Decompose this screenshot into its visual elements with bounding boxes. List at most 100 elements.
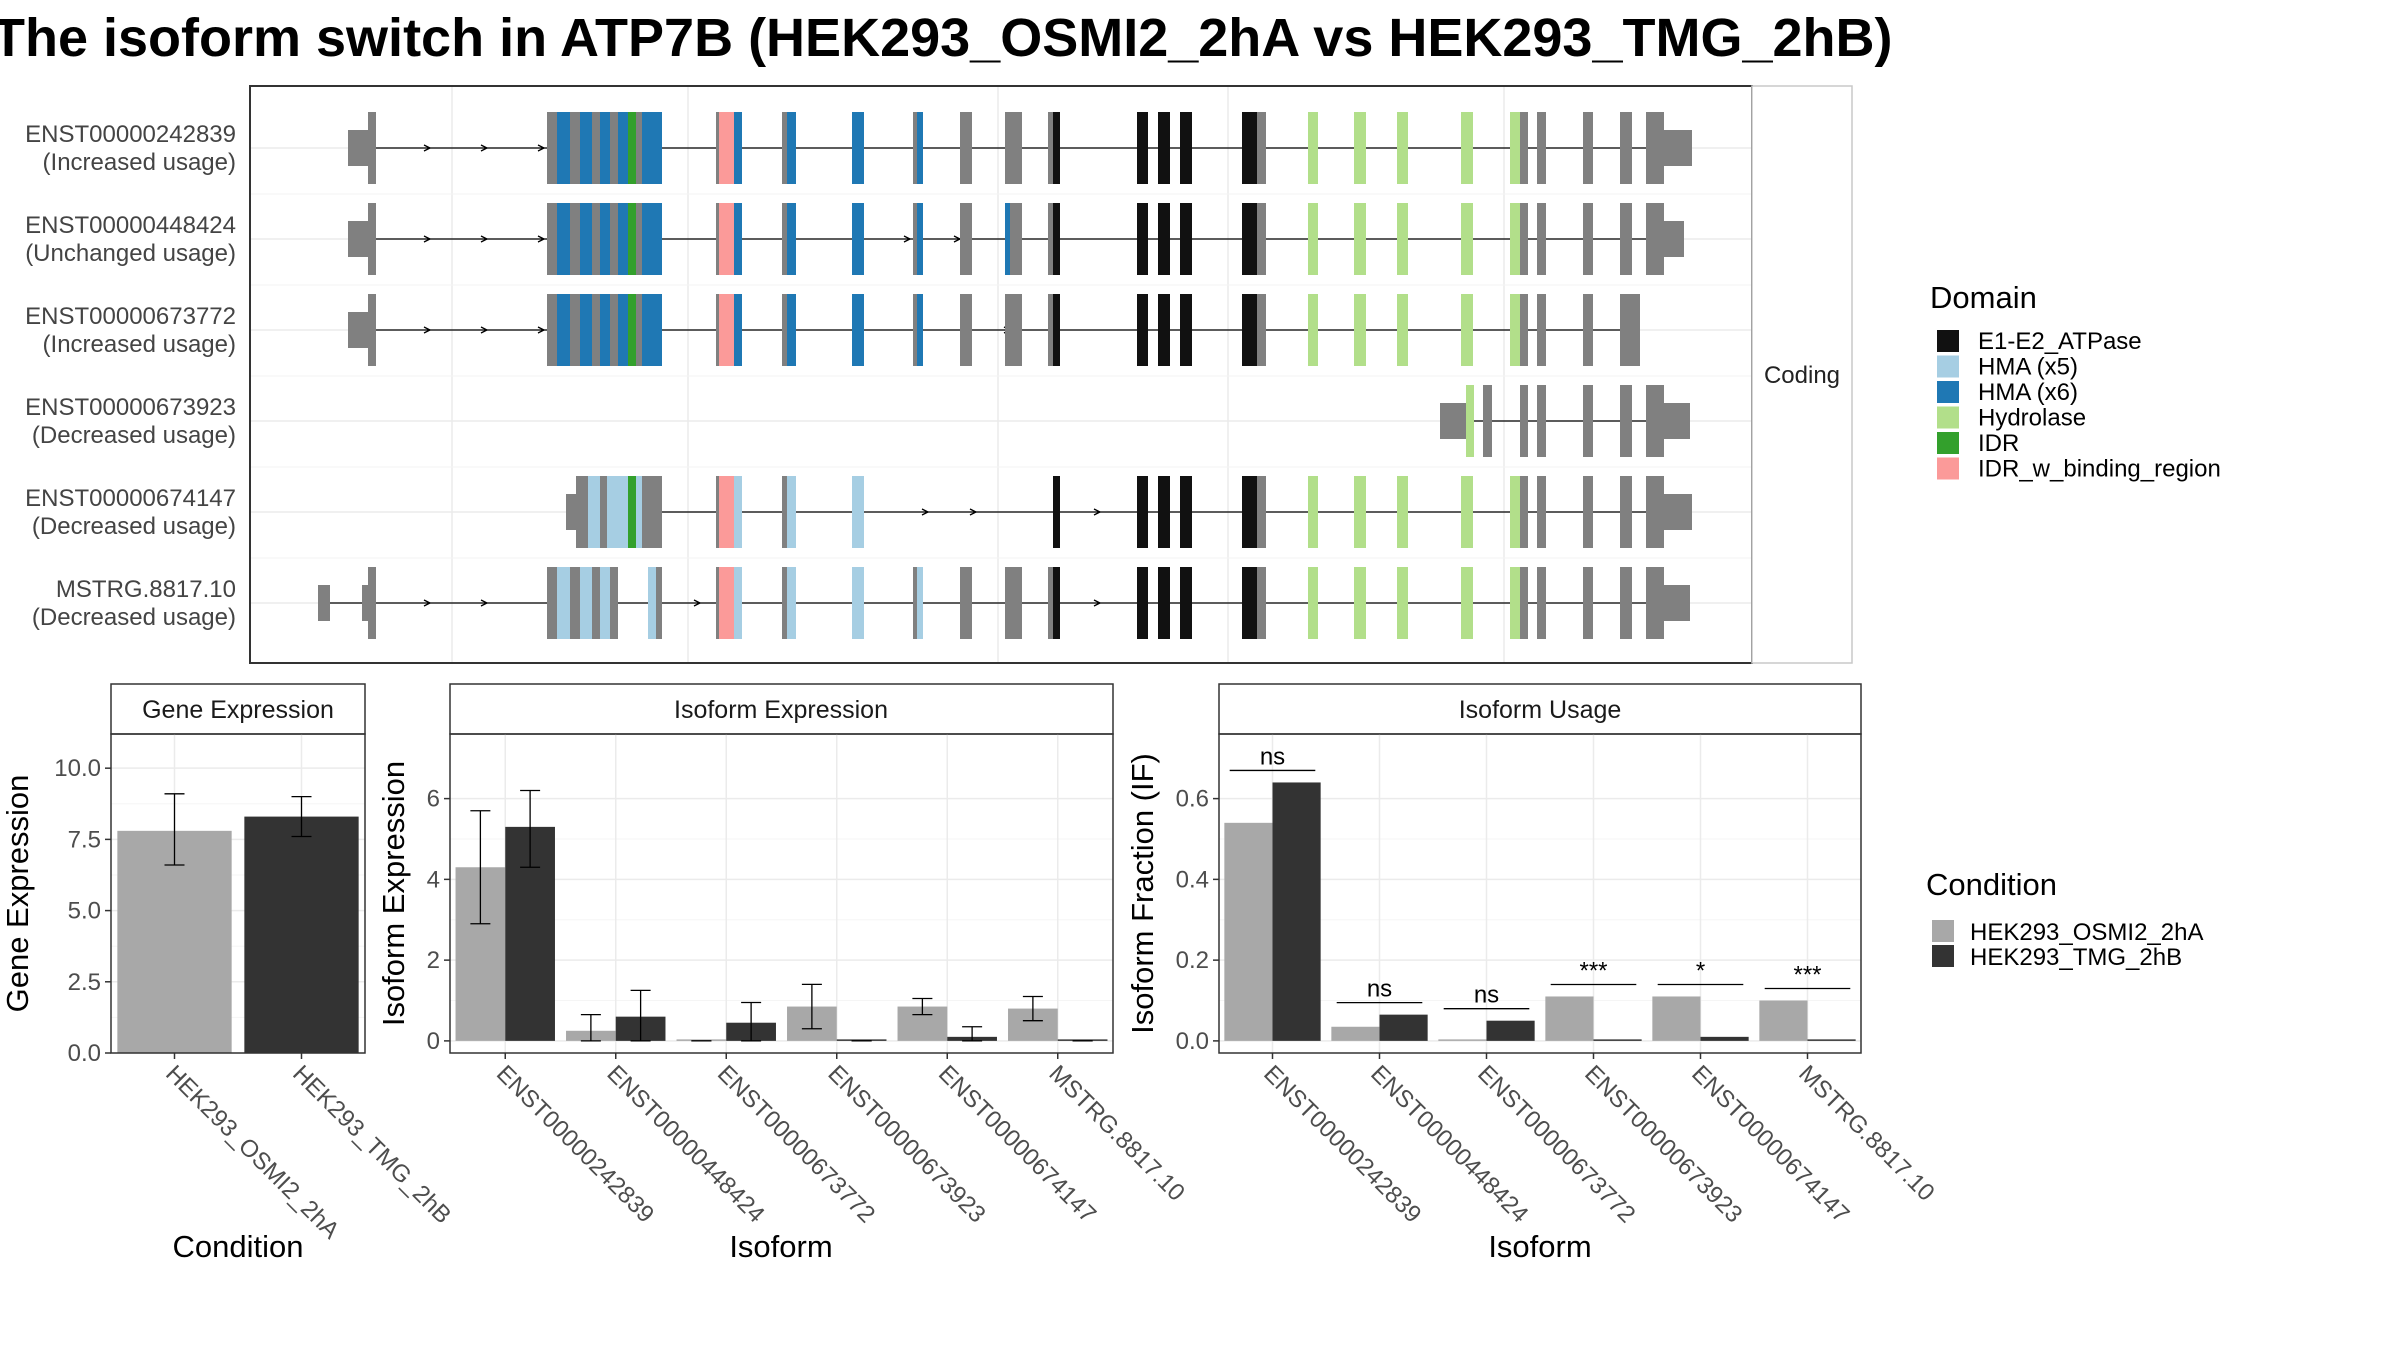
exon	[716, 294, 719, 366]
exon	[917, 567, 923, 639]
exon	[917, 203, 923, 275]
exon	[557, 203, 570, 275]
exon	[716, 476, 719, 548]
y-tick-label: 2	[427, 947, 440, 974]
figure-title: The isoform switch in ATP7B (HEK293_OSMI…	[0, 8, 1893, 68]
exon	[318, 585, 330, 621]
exon	[734, 112, 742, 184]
isoform-expression-panel: Isoform Expression0246ENST00000242839ENS…	[376, 683, 1190, 1264]
exon	[1354, 203, 1366, 275]
exon	[787, 112, 796, 184]
exon	[1308, 567, 1318, 639]
y-tick-label: 2.5	[68, 969, 101, 996]
bar	[1379, 1014, 1428, 1041]
transcript-tracks	[318, 112, 1692, 639]
exon	[1461, 112, 1473, 184]
exon	[592, 203, 600, 275]
exon	[1483, 385, 1492, 457]
significance-label: *	[1696, 957, 1705, 984]
x-axis-label: Condition	[173, 1229, 304, 1264]
bar	[836, 1039, 887, 1041]
exon	[642, 112, 662, 184]
strand-arrow	[537, 144, 546, 152]
exon	[716, 567, 719, 639]
domain-legend-label: HMA (x6)	[1978, 379, 2078, 406]
exon	[576, 476, 588, 548]
exon	[1466, 385, 1474, 457]
exon	[1257, 294, 1266, 366]
y-tick-label: 4	[427, 866, 440, 893]
exon	[368, 112, 376, 184]
exon	[719, 112, 734, 184]
exon	[1180, 294, 1192, 366]
exon	[852, 203, 864, 275]
exon	[1440, 403, 1466, 439]
transcript-id-label: ENST00000242839	[25, 121, 236, 148]
exon	[1053, 567, 1060, 639]
panel-title: Gene Expression	[142, 696, 334, 724]
exon	[1520, 203, 1528, 275]
transcript-id-label: MSTRG.8817.10	[56, 576, 236, 603]
exon	[1257, 203, 1266, 275]
exon	[570, 294, 580, 366]
exon	[1510, 476, 1520, 548]
transcript-track-ENST00000673923	[1440, 385, 1690, 457]
structure-panel-border	[249, 85, 1753, 664]
exon	[570, 567, 580, 639]
significance-label: ***	[1793, 962, 1821, 989]
y-tick-label: 10.0	[54, 755, 101, 782]
exon	[610, 112, 618, 184]
exon	[1664, 403, 1690, 439]
exon	[636, 112, 642, 184]
transcript-usage-label: (Decreased usage)	[32, 604, 236, 631]
significance-label: ***	[1579, 957, 1607, 984]
exon	[1180, 112, 1192, 184]
exon	[1158, 476, 1170, 548]
exon	[1010, 203, 1022, 275]
exon	[592, 567, 600, 639]
condition-legend-label: HEK293_TMG_2hB	[1970, 944, 2182, 971]
bar	[676, 1039, 727, 1041]
exon	[1620, 112, 1632, 184]
domain-legend-label: E1-E2_ATPase	[1978, 328, 2142, 355]
exon	[566, 494, 576, 530]
exon	[580, 203, 592, 275]
exon	[628, 476, 636, 548]
exon	[1620, 476, 1632, 548]
exon	[610, 567, 618, 639]
exon	[1308, 476, 1318, 548]
exon	[719, 294, 734, 366]
strand-arrow	[537, 235, 546, 243]
exon	[547, 294, 557, 366]
exon	[557, 112, 570, 184]
exon	[557, 294, 570, 366]
exon	[348, 312, 368, 348]
exon	[787, 567, 796, 639]
strand-arrow	[423, 326, 432, 334]
exon	[1158, 567, 1170, 639]
exon	[610, 203, 618, 275]
exon	[1005, 294, 1022, 366]
exon	[1583, 203, 1593, 275]
domain-legend-label: HMA (x5)	[1978, 354, 2078, 381]
exon	[1158, 203, 1170, 275]
exon	[1242, 567, 1257, 639]
exon	[600, 567, 610, 639]
transcript-usage-label: (Unchanged usage)	[25, 240, 236, 267]
transcript-track-MSTRG.8817.10	[318, 567, 1690, 639]
exon	[618, 112, 628, 184]
exon	[348, 130, 368, 166]
exon	[1180, 203, 1192, 275]
y-tick-label: 0.0	[68, 1040, 101, 1067]
domain-legend-label: Hydrolase	[1978, 405, 2086, 432]
y-axis-label: Gene Expression	[0, 775, 35, 1013]
exon	[852, 294, 864, 366]
exon	[1137, 567, 1148, 639]
exon	[1257, 112, 1266, 184]
exon	[719, 203, 734, 275]
exon	[348, 221, 368, 257]
exon	[1583, 294, 1593, 366]
strand-arrow	[423, 144, 432, 152]
